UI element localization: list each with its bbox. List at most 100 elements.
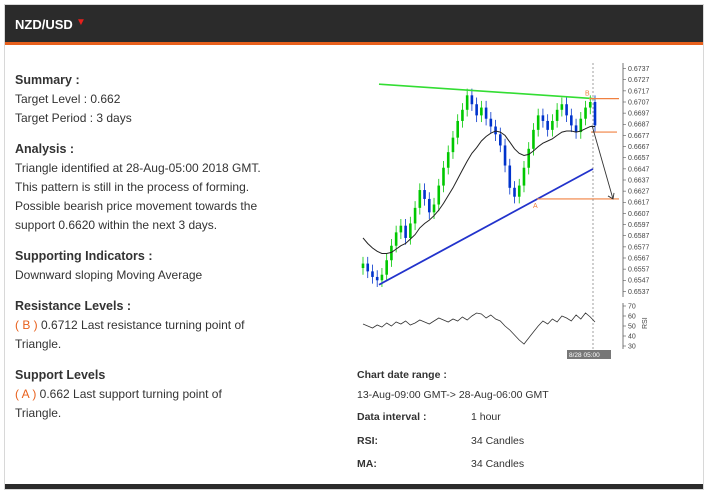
- candle-body: [489, 118, 493, 127]
- target-level: Target Level : 0.662: [15, 92, 121, 106]
- resistance-text-2: Triangle.: [15, 337, 62, 351]
- price-tick-label: 0.6547: [628, 278, 650, 285]
- candle-body: [470, 95, 474, 105]
- candle-body: [480, 107, 483, 116]
- candle-body: [371, 271, 374, 277]
- candle-body: [579, 118, 583, 133]
- candle-body: [593, 102, 597, 126]
- candle-body: [494, 126, 497, 135]
- candle-body: [427, 198, 431, 213]
- candle-body: [423, 190, 426, 199]
- candle-body: [499, 134, 502, 146]
- range-value-row: 13-Aug-09:00 GMT-> 28-Aug-06:00 GMT: [357, 389, 697, 401]
- price-chart[interactable]: 0.6737 0.6727 0.6717 0.6707 0.6697 0.6687 0.66…: [357, 57, 697, 359]
- interval-value: 1 hour: [471, 411, 501, 423]
- price-tick-label: 0.6607: [628, 211, 650, 218]
- instrument-header: NZD/USD ▼: [5, 5, 703, 45]
- footer-bar: [5, 484, 703, 489]
- analysis-line: Possible bearish price movement towards …: [15, 199, 258, 213]
- candle-body: [522, 167, 526, 186]
- candle-body: [484, 107, 488, 119]
- rsi-row: RSI: 34 Candles: [357, 435, 697, 447]
- candle-body: [409, 223, 412, 238]
- price-tick-label: 0.6637: [628, 177, 650, 184]
- rsi-tick-label: 70: [628, 303, 636, 310]
- price-tick-label: 0.6667: [628, 144, 650, 151]
- supporting-section: Supporting Indicators : Downward sloping…: [15, 247, 345, 285]
- supporting-text: Downward sloping Moving Average: [15, 268, 203, 282]
- candle-body: [574, 125, 578, 133]
- candle-body: [503, 145, 507, 166]
- candle-body: [456, 120, 459, 138]
- price-tick-label: 0.6597: [628, 222, 650, 229]
- ma-row: MA: 34 Candles: [357, 458, 697, 470]
- point-label-a: A: [533, 203, 538, 210]
- rsi-tick-label: 40: [628, 333, 636, 340]
- candle-body: [465, 95, 469, 110]
- support-marker: ( A ): [15, 387, 37, 401]
- date-label: 8/28 05:00: [569, 352, 600, 359]
- candle-body: [432, 204, 436, 213]
- candle-body: [532, 129, 535, 149]
- range-label: Chart date range :: [357, 369, 447, 381]
- price-tick-label: 0.6537: [628, 289, 650, 296]
- moving-average-line: [362, 126, 595, 254]
- price-tick-label: 0.6627: [628, 189, 650, 196]
- projection-arrow-line: [591, 125, 614, 200]
- point-label-b: B: [585, 91, 590, 98]
- summary-title: Summary :: [15, 73, 80, 87]
- date-label-box: [567, 350, 611, 359]
- interval-label: Data interval :: [357, 411, 427, 423]
- rsi-value: 34 Candles: [471, 435, 525, 447]
- analysis-panel: NZD/USD ▼ Summary : Target Level : 0.662…: [4, 4, 704, 490]
- candle-body: [546, 120, 549, 130]
- instrument-pair[interactable]: NZD/USD: [15, 17, 73, 32]
- candle-body: [380, 274, 384, 281]
- candle-body: [517, 185, 521, 197]
- analysis-section: Analysis : Triangle identified at 28-Aug…: [15, 140, 345, 235]
- candle-body: [541, 115, 545, 121]
- price-tick-label: 0.6647: [628, 166, 650, 173]
- candle-body: [584, 107, 587, 119]
- support-section: Support Levels ( A ) 0.662 Last support …: [15, 366, 345, 423]
- interval-row: Data interval : 1 hour: [357, 411, 697, 423]
- price-tick-label: 0.6697: [628, 111, 650, 118]
- price-tick-label: 0.6657: [628, 155, 650, 162]
- price-tick-label: 0.6577: [628, 244, 650, 251]
- candle-body: [413, 207, 417, 224]
- ma-label: MA:: [357, 458, 377, 470]
- price-tick-label: 0.6717: [628, 88, 650, 95]
- candle-body: [551, 120, 554, 130]
- price-tick-label: 0.6727: [628, 77, 650, 84]
- rsi-tick-label: 60: [628, 313, 636, 320]
- analysis-line: This pattern is still in the process of …: [15, 180, 250, 194]
- rsi-label: RSI:: [357, 435, 378, 447]
- candle-body: [366, 263, 370, 272]
- resistance-line: ( B ) 0.6712 Last resistance turning poi…: [15, 316, 345, 335]
- candle-body: [536, 115, 540, 130]
- support-title: Support Levels: [15, 368, 106, 382]
- rsi-line: [362, 312, 596, 345]
- range-value: 13-Aug-09:00 GMT-> 28-Aug-06:00 GMT: [357, 389, 549, 401]
- candle-body: [399, 225, 403, 233]
- candle-body: [588, 102, 592, 108]
- candle-body: [570, 115, 573, 126]
- analysis-text: Summary : Target Level : 0.662 Target Pe…: [15, 71, 345, 435]
- triangle-down-icon: ▼: [76, 17, 86, 28]
- candle-body: [508, 165, 512, 188]
- support-trendline: [378, 168, 594, 286]
- candle-body: [404, 225, 407, 238]
- resistance-title: Resistance Levels :: [15, 299, 132, 313]
- rsi-tick-label: 30: [628, 343, 636, 350]
- price-tick-label: 0.6567: [628, 255, 650, 262]
- candle-body: [375, 276, 379, 281]
- price-tick-label: 0.6687: [628, 122, 650, 129]
- resistance-marker: ( B ): [15, 318, 38, 332]
- projection-arrow-head: [607, 192, 615, 200]
- candle-body: [437, 185, 441, 205]
- support-text-2: Triangle.: [15, 406, 62, 420]
- resistance-section: Resistance Levels : ( B ) 0.6712 Last re…: [15, 297, 345, 354]
- candle-body: [555, 109, 559, 121]
- price-tick-label: 0.6737: [628, 66, 650, 73]
- supporting-title: Supporting Indicators :: [15, 249, 153, 263]
